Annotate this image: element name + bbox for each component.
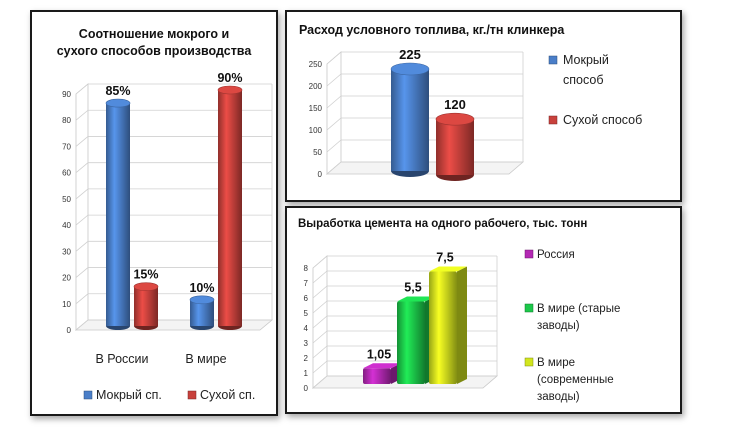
legend-label: заводы) (537, 320, 580, 332)
legend-label: способ (563, 73, 603, 87)
data-label: 85% (105, 84, 130, 98)
y-tick-label: 2 (304, 354, 309, 363)
gridline (326, 51, 523, 65)
gridline (75, 240, 272, 252)
chart-3-svg: Выработка цемента на одного рабочего, ты… (298, 218, 620, 403)
side-wall (326, 51, 342, 175)
chart-panel-fuel-consumption: Расход условного топлива, кг./тн клинкер… (285, 10, 682, 202)
gridline (75, 267, 272, 278)
y-tick-label: 8 (304, 264, 309, 273)
y-tick-label: 80 (62, 116, 71, 125)
legend-swatch (187, 390, 197, 400)
floor (74, 319, 274, 331)
data-label: 10% (189, 281, 214, 295)
gridline (75, 109, 272, 121)
y-tick-label: 40 (62, 221, 71, 230)
bar-1 (435, 112, 475, 181)
chart-2-svg: Расход условного топлива, кг./тн клинкер… (299, 23, 642, 181)
legend-label: В мире (537, 357, 575, 369)
y-tick-label: 70 (62, 142, 71, 151)
bar-0 (363, 363, 401, 384)
y-tick-label: 20 (62, 274, 71, 283)
data-label: 15% (133, 268, 158, 282)
chart-1-svg: Соотношение мокрого и сухого способов пр… (57, 27, 274, 402)
chart-1-title-line-1: Соотношение мокрого и (79, 27, 229, 41)
y-tick-label: 150 (309, 104, 323, 113)
data-label: 120 (444, 97, 466, 112)
legend-swatch (548, 115, 558, 125)
y-tick-label: 30 (62, 247, 71, 256)
legend-label: заводы) (537, 391, 580, 403)
y-tick-label: 0 (67, 326, 72, 335)
y-tick-label: 0 (304, 384, 309, 393)
x-category-label: В России (95, 352, 148, 366)
y-tick-label: 6 (304, 294, 309, 303)
data-label: 90% (217, 71, 242, 85)
gridline (312, 255, 497, 269)
y-tick-label: 0 (318, 170, 323, 179)
chart-2-title: Расход условного топлива, кг./тн клинкер… (299, 23, 565, 37)
y-tick-label: 5 (304, 309, 309, 318)
y-tick-label: 200 (309, 82, 323, 91)
y-tick-label: 3 (304, 339, 309, 348)
gridline (75, 293, 272, 305)
y-tick-label: 7 (304, 279, 309, 288)
gridline (75, 136, 272, 147)
gridline (326, 73, 523, 87)
chart-panel-method-share: Соотношение мокрого и сухого способов пр… (30, 10, 278, 416)
bar-1-1 (217, 85, 243, 330)
chart-3-title: Выработка цемента на одного рабочего, ты… (298, 218, 587, 230)
data-label: 225 (399, 47, 421, 62)
data-label: 7,5 (436, 251, 453, 265)
gridline (75, 83, 272, 95)
y-tick-label: 50 (313, 148, 322, 157)
legend-swatch (83, 390, 93, 400)
y-tick-label: 50 (62, 195, 71, 204)
y-tick-label: 100 (309, 126, 323, 135)
y-tick-label: 60 (62, 169, 71, 178)
y-tick-label: 250 (309, 60, 323, 69)
bar-1-0 (189, 295, 215, 330)
legend-swatch (524, 303, 534, 313)
data-label: 5,5 (404, 281, 421, 295)
bar-0-0 (105, 98, 131, 330)
y-tick-label: 10 (62, 300, 71, 309)
x-category-label: В мире (185, 352, 226, 366)
legend-swatch (548, 55, 558, 65)
legend-label: Сухой сп. (200, 388, 255, 402)
data-label: 1,05 (367, 347, 391, 361)
chart-1-title-line-2: сухого способов производства (57, 44, 253, 58)
gridline (326, 95, 523, 109)
gridline (75, 162, 272, 173)
bar-0-1 (133, 282, 159, 330)
y-tick-label: 1 (304, 369, 309, 378)
chart-panel-cement-output: Выработка цемента на одного рабочего, ты… (285, 206, 682, 414)
legend-label: (современные (537, 374, 614, 386)
legend-label: Мокрый (563, 53, 609, 67)
gridline (75, 214, 272, 226)
legend-swatch (524, 249, 534, 259)
y-tick-label: 4 (304, 324, 309, 333)
y-tick-label: 90 (62, 90, 71, 99)
legend-label: В мире (старые (537, 303, 620, 315)
gridline (75, 188, 272, 200)
legend-label: Россия (537, 249, 575, 261)
legend-label: Мокрый сп. (96, 388, 162, 402)
side-wall (75, 83, 89, 331)
bar-2 (429, 266, 467, 384)
legend-swatch (524, 357, 534, 367)
bar-0 (390, 62, 430, 177)
legend-label: Сухой способ (563, 113, 642, 127)
